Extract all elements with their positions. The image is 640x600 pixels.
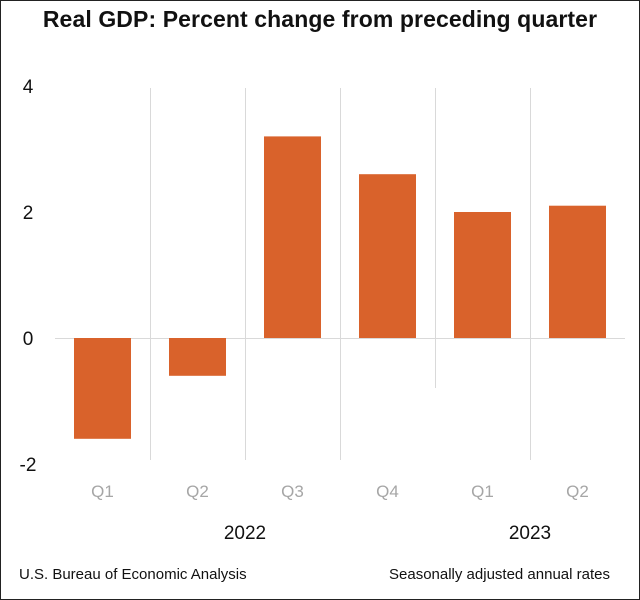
- year-labels: 2022 2023: [224, 523, 551, 544]
- x-tick-label: Q2: [186, 482, 209, 501]
- x-tick-label: Q4: [376, 482, 399, 501]
- year-label: 2023: [509, 523, 551, 544]
- y-tick-labels: 4 2 0 -2: [20, 77, 37, 476]
- chart-title: Real GDP: Percent change from preceding …: [42, 6, 598, 32]
- bar-3: [264, 136, 321, 338]
- bar-5: [454, 212, 511, 338]
- x-tick-label: Q1: [91, 482, 114, 501]
- x-tick-label: Q2: [566, 482, 589, 501]
- y-tick-label: 2: [23, 203, 34, 224]
- year-label: 2022: [224, 523, 266, 544]
- source-note: U.S. Bureau of Economic Analysis: [19, 566, 247, 583]
- bar-1: [74, 338, 131, 439]
- x-tick-labels: Q1 Q2 Q3 Q4 Q1 Q2: [91, 482, 589, 501]
- y-tick-label: 4: [23, 77, 34, 98]
- y-tick-label: -2: [20, 455, 37, 476]
- y-tick-label: 0: [23, 329, 34, 350]
- bar-2: [169, 338, 226, 376]
- bars-group: [74, 136, 606, 439]
- bar-6: [549, 205, 606, 338]
- bar-4: [359, 174, 416, 338]
- x-tick-label: Q3: [281, 482, 304, 501]
- x-tick-label: Q1: [471, 482, 494, 501]
- rates-note: Seasonally adjusted annual rates: [389, 566, 610, 583]
